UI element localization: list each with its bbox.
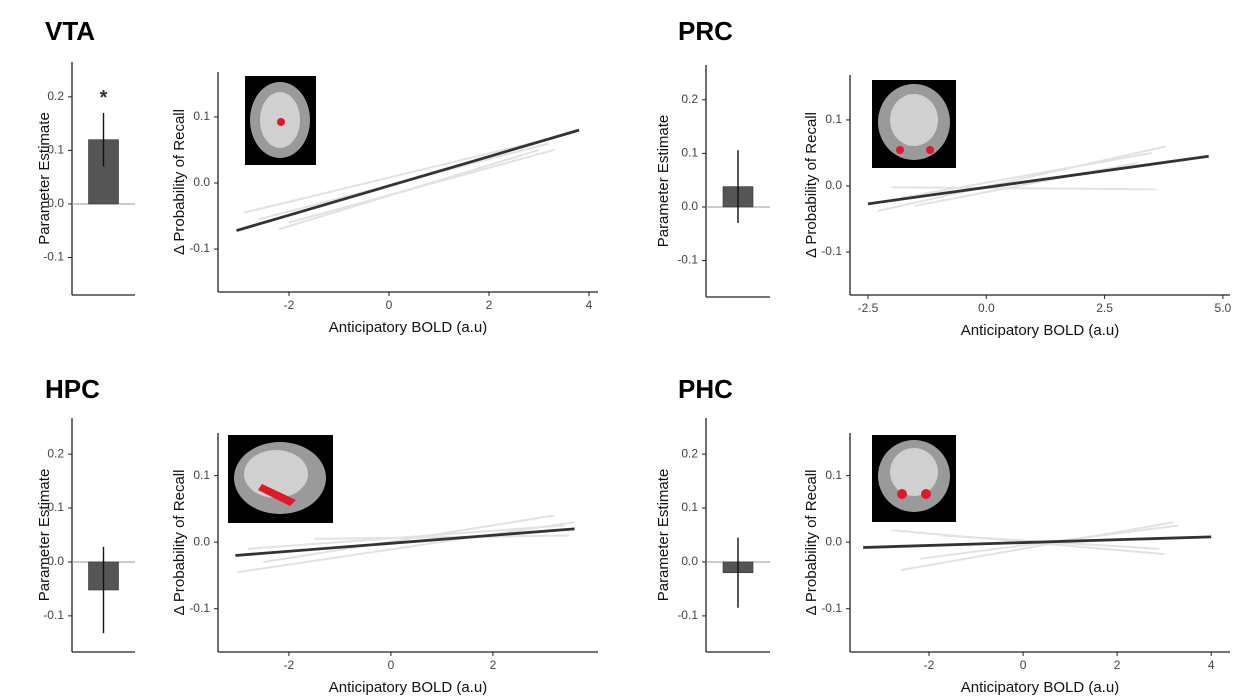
- regression-line: [263, 514, 555, 564]
- regression-line: [900, 151, 1153, 199]
- regression-line: [236, 128, 580, 232]
- y-tick-label: -0.1: [43, 608, 64, 622]
- y-tick-label: 0.2: [47, 446, 64, 460]
- inset-brain: [890, 448, 938, 496]
- regression-line: [237, 521, 575, 574]
- y-axis-label: Δ Probability of Recall: [803, 112, 820, 258]
- x-tick-label: 2.5: [1096, 301, 1113, 315]
- regression-line: [243, 139, 545, 214]
- y-tick-label: -0.1: [677, 253, 698, 267]
- y-tick-label: 0.1: [825, 468, 842, 482]
- y-tick-label: 0.2: [681, 446, 698, 460]
- y-axis-label: Parameter Estimate: [655, 115, 672, 248]
- regression-line: [915, 161, 1138, 207]
- y-tick-label: 0.1: [825, 112, 842, 126]
- regression-line: [891, 186, 1157, 191]
- y-tick-label: 0.1: [47, 500, 64, 514]
- panel-title: PHC: [678, 374, 733, 404]
- x-tick-label: -2.5: [858, 301, 879, 315]
- x-tick-label: 4: [1208, 658, 1215, 672]
- y-tick-label: -0.1: [821, 601, 842, 615]
- y-tick-label: -0.1: [189, 241, 210, 255]
- inset-roi: [258, 484, 296, 506]
- y-axis-label: Parameter Estimate: [36, 112, 53, 245]
- regression-line: [863, 535, 1212, 549]
- regression-line: [248, 524, 565, 550]
- x-tick-label: 2: [1114, 658, 1121, 672]
- inset-roi: [897, 489, 907, 499]
- y-tick-label: 0.0: [193, 534, 210, 548]
- y-tick-label: 0.0: [47, 196, 64, 210]
- y-tick-label: 0.1: [47, 143, 64, 157]
- y-tick-label: 0.0: [47, 554, 64, 568]
- x-tick-label: 0: [386, 298, 393, 312]
- x-tick-label: 5.0: [1215, 301, 1232, 315]
- x-tick-label: 0: [388, 658, 395, 672]
- x-axis-label: Anticipatory BOLD (a.u): [961, 322, 1119, 339]
- y-axis-label: Parameter Estimate: [655, 469, 672, 602]
- x-tick-label: 0: [1020, 658, 1027, 672]
- x-tick-label: 2: [490, 658, 497, 672]
- inset-brain: [890, 94, 938, 146]
- y-axis-label: Δ Probability of Recall: [803, 470, 820, 616]
- y-tick-label: -0.1: [677, 608, 698, 622]
- y-tick-label: 0.0: [825, 534, 842, 548]
- brain-insets: [228, 76, 956, 523]
- panel-title: PRC: [678, 16, 733, 46]
- panel-title: HPC: [45, 374, 100, 404]
- y-tick-label: 0.0: [193, 175, 210, 189]
- y-axis-label: Parameter Estimate: [36, 469, 53, 602]
- y-axis-label: Δ Probability of Recall: [171, 470, 188, 616]
- panel-title: VTA: [45, 16, 95, 46]
- annotation: *: [100, 87, 108, 109]
- y-tick-label: -0.1: [189, 601, 210, 615]
- regression-line: [867, 154, 1209, 206]
- x-axis-label: Anticipatory BOLD (a.u): [329, 319, 487, 336]
- y-axis-label: Δ Probability of Recall: [171, 109, 188, 255]
- y-tick-label: -0.1: [43, 250, 64, 264]
- y-tick-label: 0.1: [681, 146, 698, 160]
- y-tick-label: 0.1: [681, 500, 698, 514]
- y-tick-label: -0.1: [821, 244, 842, 258]
- y-tick-label: 0.0: [681, 199, 698, 213]
- y-tick-label: 0.0: [825, 178, 842, 192]
- x-tick-label: -2: [924, 658, 935, 672]
- inset-roi: [277, 118, 285, 126]
- y-tick-label: 0.2: [47, 89, 64, 103]
- x-tick-label: -2: [284, 298, 295, 312]
- x-axis-label: Anticipatory BOLD (a.u): [961, 679, 1119, 696]
- y-tick-label: 0.0: [681, 554, 698, 568]
- x-axis-label: Anticipatory BOLD (a.u): [329, 679, 487, 696]
- x-tick-label: 2: [486, 298, 493, 312]
- x-tick-label: -2: [284, 658, 295, 672]
- regression-line: [288, 148, 555, 224]
- x-tick-label: 4: [586, 298, 593, 312]
- regression-line: [877, 145, 1167, 213]
- y-tick-label: 0.2: [681, 92, 698, 106]
- inset-roi: [921, 489, 931, 499]
- regression-line: [235, 527, 575, 557]
- y-tick-label: 0.1: [193, 109, 210, 123]
- regression-line: [314, 534, 570, 540]
- regression-line: [900, 521, 1174, 572]
- y-tick-label: 0.1: [193, 468, 210, 482]
- inset-brain: [244, 450, 308, 498]
- inset-roi: [896, 146, 904, 154]
- inset-roi: [926, 146, 934, 154]
- x-tick-label: 0.0: [978, 301, 995, 315]
